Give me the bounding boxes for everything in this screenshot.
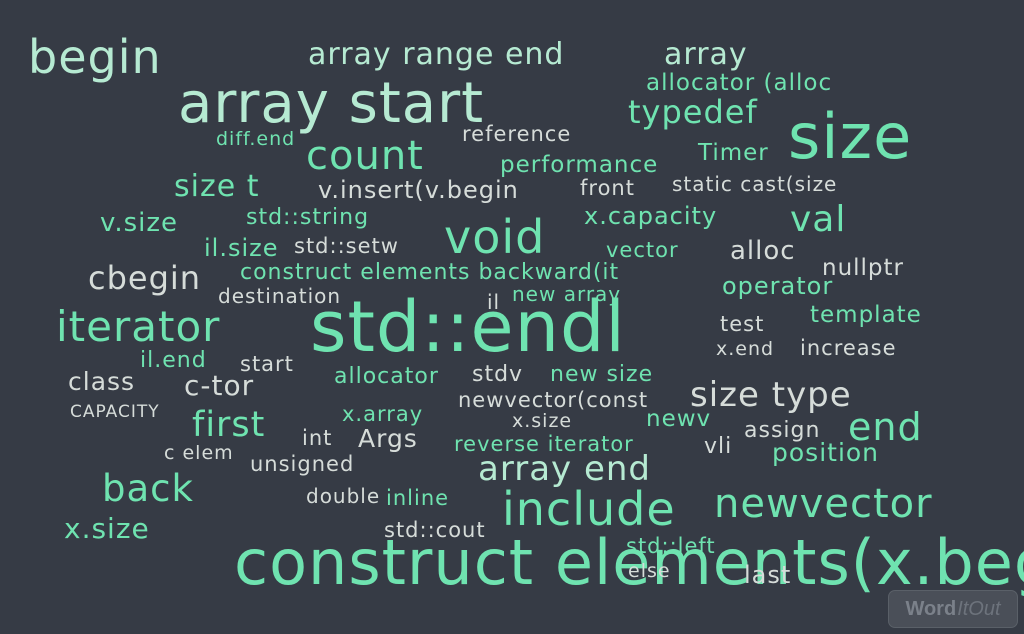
word: array end (478, 449, 652, 489)
word: iterator (56, 302, 221, 351)
word: back (102, 467, 194, 510)
word: alloc (730, 236, 796, 266)
word: start (240, 352, 294, 376)
word: template (810, 302, 922, 328)
word: x.size (512, 410, 573, 432)
word: reverse iterator (454, 432, 634, 456)
word: class (68, 367, 136, 396)
word: x.capacity (584, 202, 718, 230)
word: allocator (334, 364, 439, 389)
word: construct elements(x.begin (234, 526, 1024, 599)
word: size t (174, 169, 260, 204)
word: reference (462, 122, 572, 146)
word: x.array (342, 402, 424, 426)
word: v.size (100, 208, 179, 238)
word: std::endl (310, 286, 626, 368)
word: vli (704, 434, 733, 459)
word: v.insert(v.begin (318, 176, 519, 204)
word: int (302, 426, 333, 450)
word: nullptr (822, 255, 905, 281)
word: val (790, 199, 847, 240)
word: array range end (308, 37, 565, 72)
word: new array (512, 282, 622, 306)
word: std::setw (294, 234, 399, 258)
word: operator (722, 272, 834, 300)
word: x.size (64, 512, 150, 545)
word: size (788, 100, 913, 173)
word: stdv (472, 362, 524, 387)
word: newvector (714, 481, 933, 527)
word: double (306, 484, 381, 508)
word: inline (386, 486, 450, 510)
word: include (502, 482, 676, 536)
word: size type (690, 375, 852, 415)
word: end (848, 405, 923, 449)
word: last (744, 561, 792, 589)
word: array (664, 37, 748, 72)
word: vector (606, 238, 679, 262)
word: assign (744, 418, 821, 443)
word: void (444, 210, 546, 264)
word: increase (800, 336, 897, 360)
word: c-tor (184, 369, 255, 402)
word: construct elements backward(it (240, 260, 620, 285)
word: else (628, 560, 671, 582)
word: il.size (204, 234, 279, 262)
word: c elem (164, 442, 234, 464)
word: count (306, 133, 424, 179)
word: first (192, 405, 266, 445)
word: front (580, 176, 635, 200)
word: static cast(size (672, 172, 838, 196)
word: unsigned (250, 452, 355, 476)
word: newvector(const (458, 388, 649, 412)
word: Args (358, 424, 418, 453)
word: CAPACITY (70, 402, 160, 422)
word: allocator (alloc (646, 70, 833, 96)
word: performance (500, 152, 659, 178)
word: il.end (140, 348, 207, 373)
wordle-logo[interactable]: Word ItOut (888, 590, 1018, 628)
word: destination (218, 284, 342, 308)
word: Timer (698, 140, 769, 166)
word: diff.end (216, 128, 296, 150)
word: typedef (628, 93, 758, 131)
word: position (772, 438, 880, 467)
word: cbegin (88, 259, 202, 297)
word: newv (646, 406, 712, 432)
word: array start (178, 71, 485, 136)
word: x.end (716, 338, 775, 360)
word: il (487, 290, 501, 314)
word: begin (28, 30, 162, 84)
logo-text-itout: ItOut (957, 597, 1001, 620)
word: std::left (626, 534, 716, 558)
logo-text-word: Word (905, 597, 957, 620)
word: std::string (246, 205, 370, 230)
word: test (720, 312, 765, 336)
word: new size (550, 362, 654, 387)
word: std::cout (384, 518, 486, 542)
